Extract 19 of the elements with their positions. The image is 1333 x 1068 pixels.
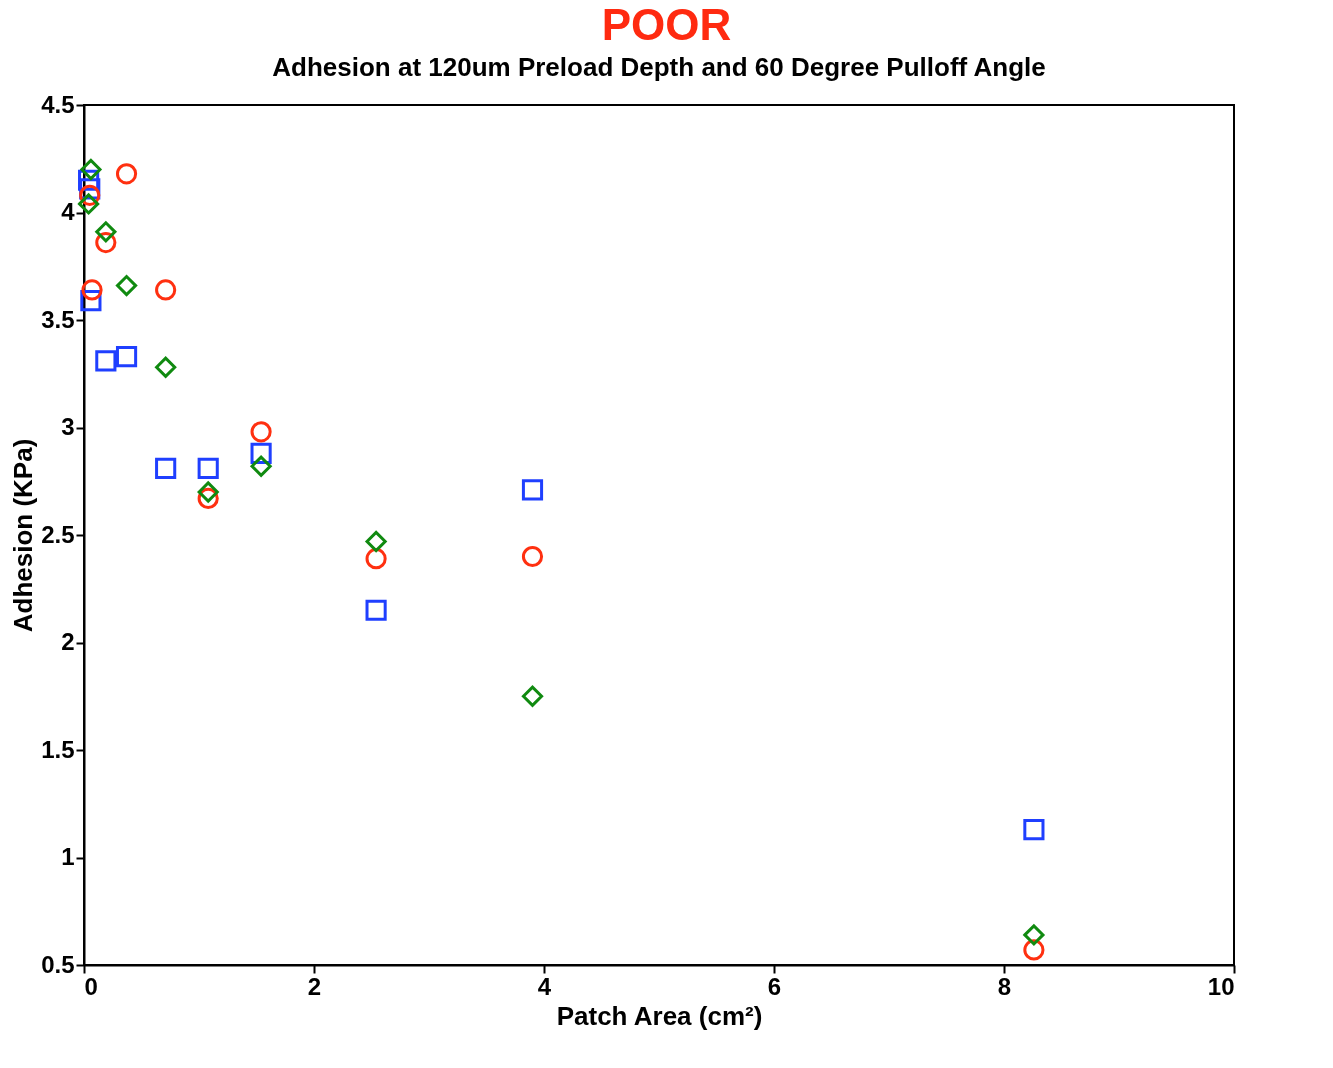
y-tick-label: 1.5 (41, 735, 75, 763)
x-tick-label: 4 (537, 972, 552, 1000)
y-tick-label: 0.5 (41, 950, 75, 978)
y-axis-title: Adhesion (KPa) (8, 438, 39, 633)
x-tick-label: 2 (307, 972, 322, 1000)
x-tick-label: 6 (767, 972, 782, 1000)
y-tick-label: 2 (61, 628, 75, 655)
y-tick-label: 4.5 (41, 90, 75, 118)
y-tick-label: 2.5 (41, 520, 75, 548)
x-axis-title: Patch Area (cm²) (556, 1000, 763, 1031)
text: POOR (600, 0, 733, 50)
x-tick-label: 10 (1207, 972, 1235, 1000)
chart-title: Adhesion at 120um Preload Depth and 60 Degree Pulloff Angle (272, 52, 1046, 82)
y-tick-label: 3 (61, 413, 75, 440)
y-tick-label: 4 (61, 198, 76, 225)
x-tick-label: 0 (84, 972, 98, 1000)
y-tick-label: 3.5 (41, 305, 75, 333)
y-tick-label: 1 (61, 843, 75, 870)
x-tick-label: 8 (997, 972, 1012, 1000)
